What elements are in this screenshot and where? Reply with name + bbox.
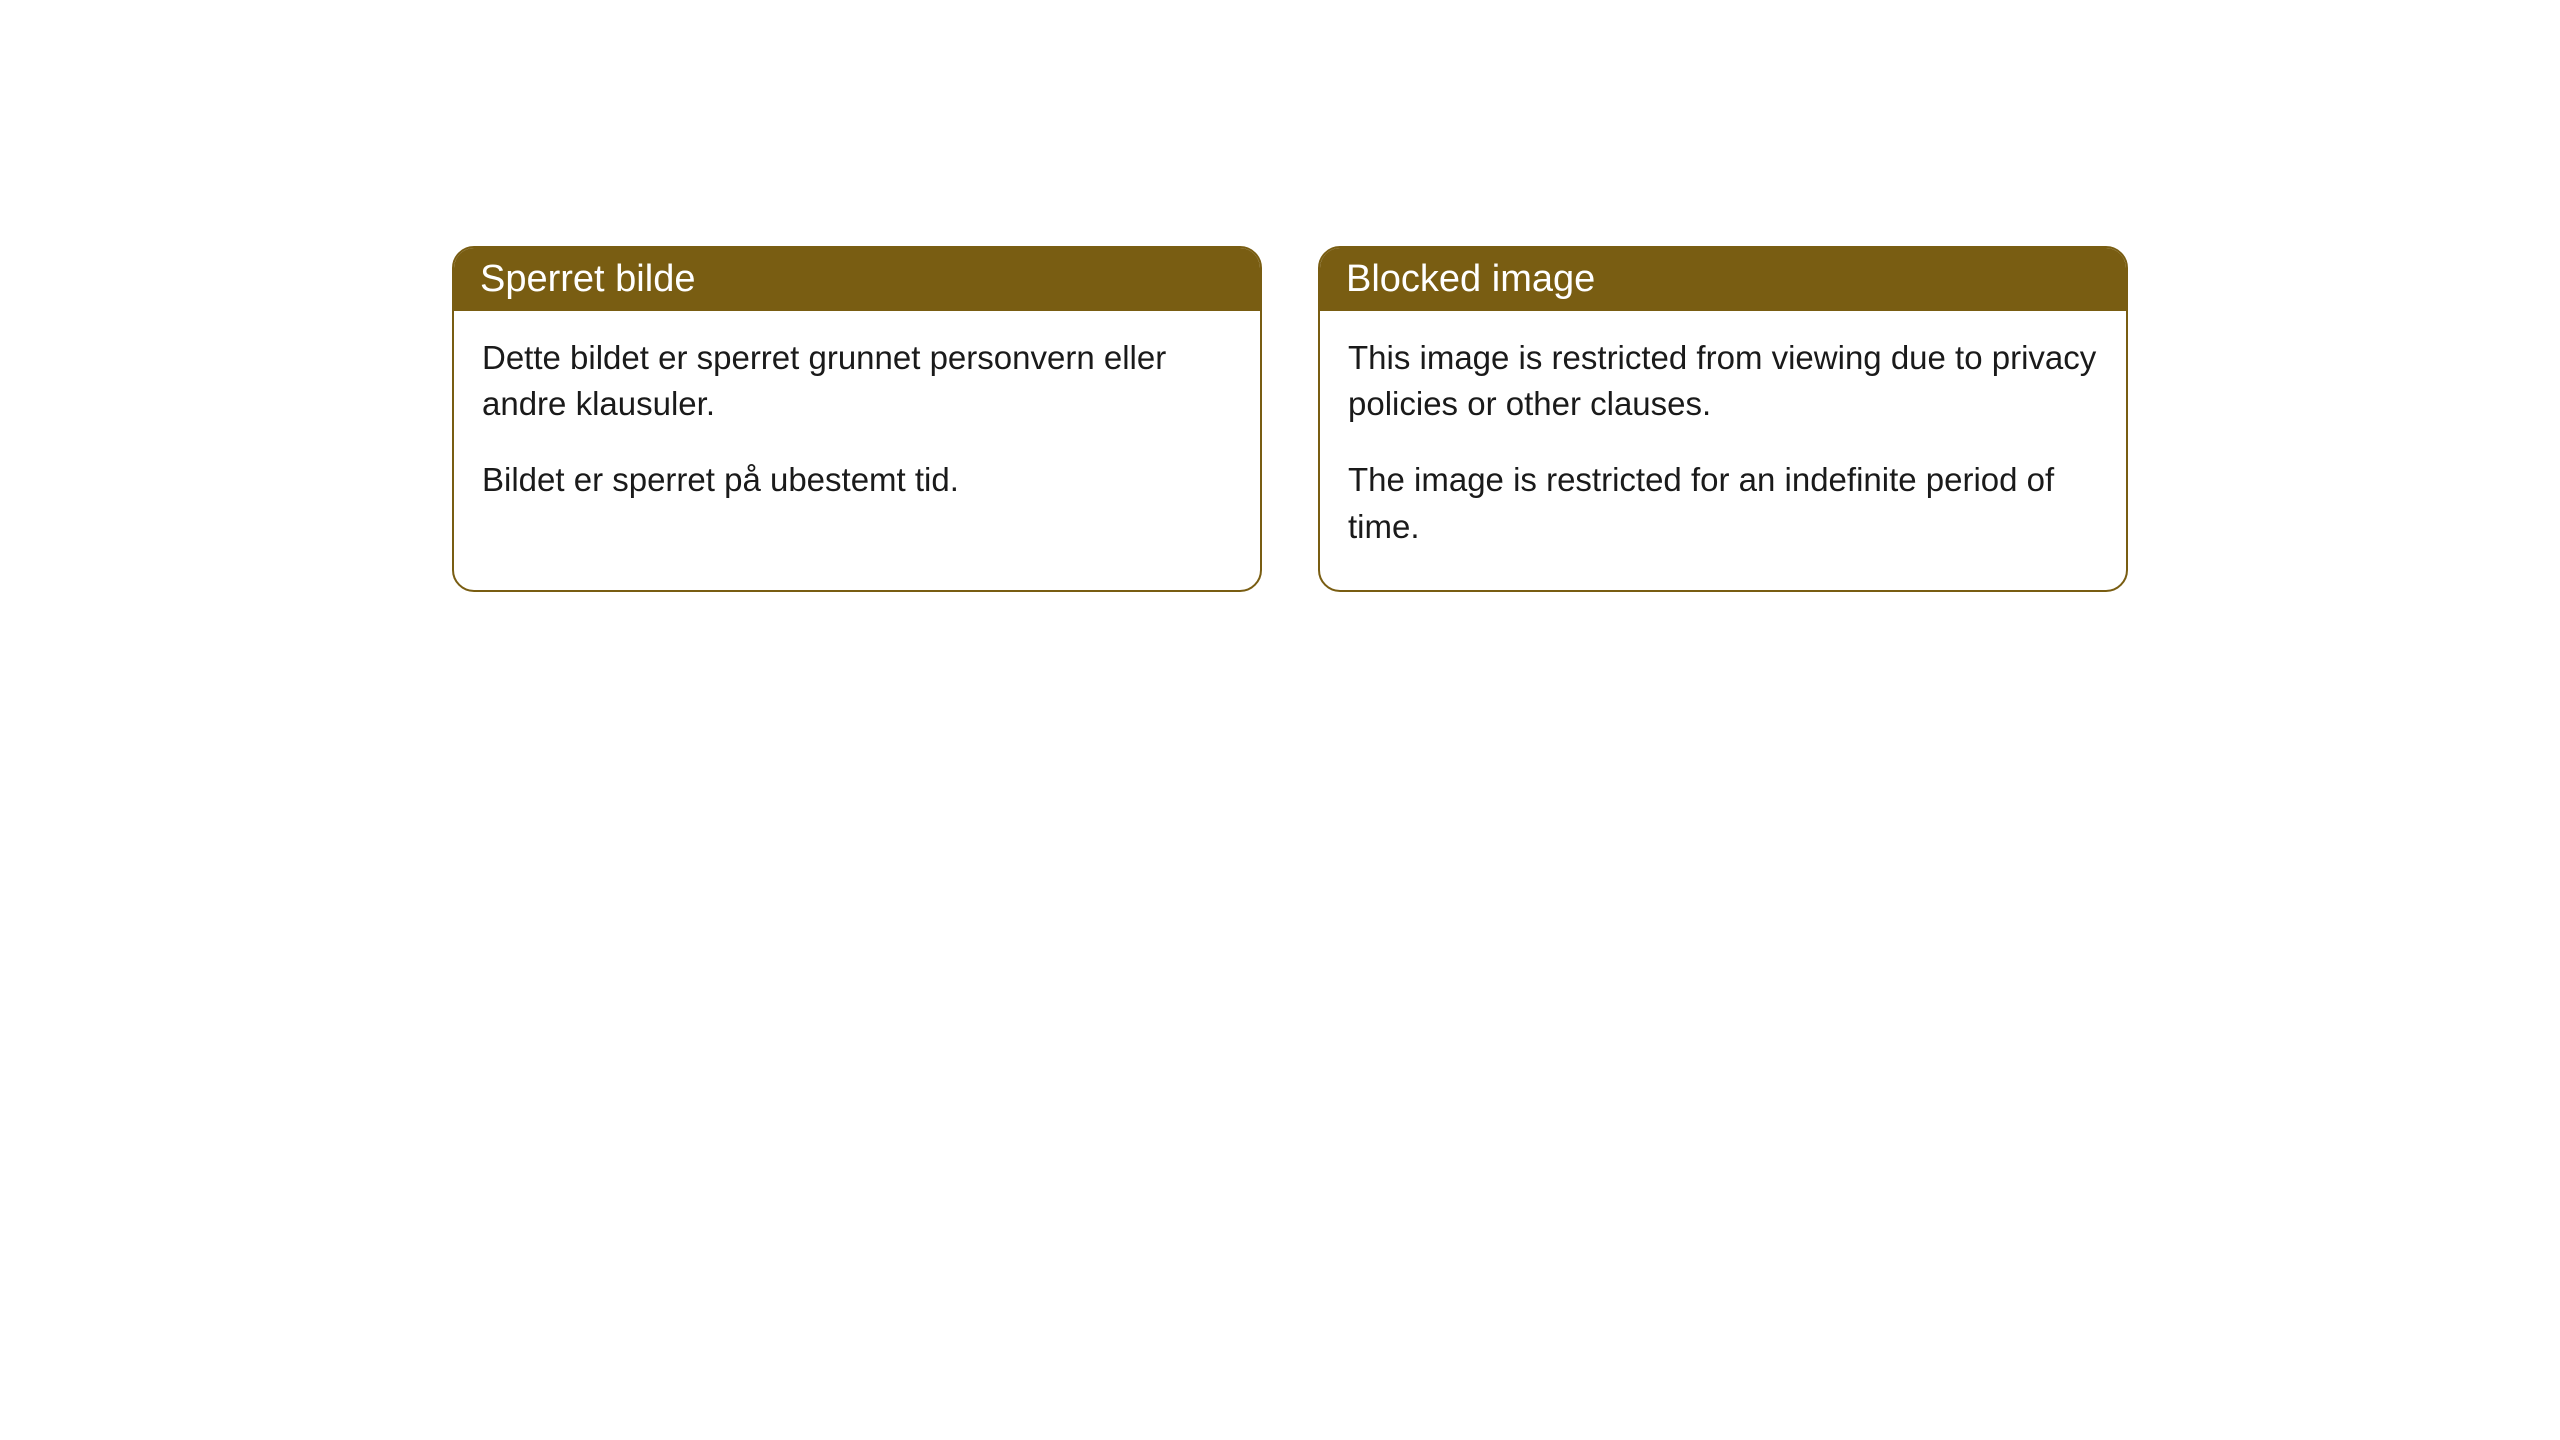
notice-cards-container: Sperret bilde Dette bildet er sperret gr… [0,0,2560,592]
card-title: Sperret bilde [480,258,695,300]
card-paragraph: Dette bildet er sperret grunnet personve… [482,335,1232,427]
card-header: Sperret bilde [454,248,1260,311]
card-body: This image is restricted from viewing du… [1320,311,2126,590]
card-title: Blocked image [1346,258,1595,300]
card-body: Dette bildet er sperret grunnet personve… [454,311,1260,544]
card-paragraph: The image is restricted for an indefinit… [1348,457,2098,549]
card-paragraph: This image is restricted from viewing du… [1348,335,2098,427]
blocked-image-card-english: Blocked image This image is restricted f… [1318,246,2128,592]
card-paragraph: Bildet er sperret på ubestemt tid. [482,457,1232,503]
card-header: Blocked image [1320,248,2126,311]
blocked-image-card-norwegian: Sperret bilde Dette bildet er sperret gr… [452,246,1262,592]
